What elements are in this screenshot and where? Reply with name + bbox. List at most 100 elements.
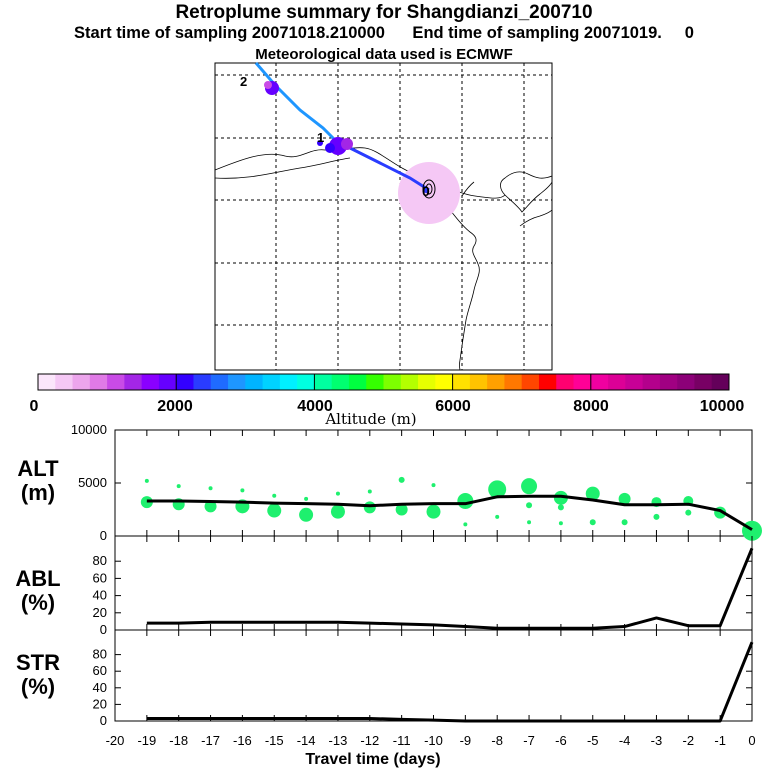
colorbar-swatch — [383, 374, 402, 390]
colorbar-swatch — [694, 374, 713, 390]
colorbar-swatch — [452, 374, 471, 390]
cb-tick-10000: 10000 — [700, 398, 745, 415]
colorbar-tick-labels: 0 2000 4000 6000 8000 10000 Altitude (m) — [30, 398, 745, 428]
y-tick-label: 80 — [93, 553, 107, 568]
cluster-label-1: 1 — [317, 130, 324, 145]
x-tick-label: -11 — [393, 733, 411, 748]
cluster-point — [685, 509, 692, 516]
sampling-time-line: Start time of sampling 20071018.210000 E… — [74, 24, 694, 42]
cluster-point — [240, 488, 245, 493]
y-tick-label: 20 — [93, 696, 107, 711]
cluster-point — [621, 519, 628, 526]
y-tick-label: 0 — [100, 622, 107, 637]
cluster-point — [585, 486, 600, 501]
cluster-point — [208, 486, 213, 491]
cluster-point — [144, 478, 149, 483]
cluster-point — [398, 476, 405, 483]
cluster-markers: 2 1 0 — [240, 74, 436, 199]
colorbar-swatch — [297, 374, 315, 390]
colorbar-swatch — [366, 374, 384, 390]
x-tick-label: -5 — [587, 733, 599, 748]
cluster-point — [557, 504, 564, 511]
cb-tick-8000: 8000 — [573, 398, 609, 415]
colorbar-axis-label: Altitude (m) — [324, 410, 416, 428]
y-tick-label: 40 — [93, 588, 107, 603]
x-tick-label: -6 — [555, 733, 567, 748]
x-tick-label: -19 — [137, 733, 156, 748]
x-tick-label: -20 — [106, 733, 125, 748]
cluster-point — [653, 513, 660, 520]
colorbar-swatch — [487, 374, 505, 390]
cluster-label-0: 0 — [422, 183, 430, 199]
cluster-point — [521, 478, 538, 495]
cb-tick-4000: 4000 — [297, 398, 333, 415]
cluster-point — [395, 503, 408, 516]
cluster-point — [495, 514, 500, 519]
series-line-abl — [146, 547, 754, 630]
cluster-point — [618, 492, 631, 505]
y-tick-label: 40 — [93, 680, 107, 695]
x-tick-label: -14 — [297, 733, 316, 748]
colorbar-swatch — [538, 374, 557, 390]
colorbar-swatch — [469, 374, 488, 390]
cluster-point — [589, 519, 596, 526]
x-tick-label: -15 — [265, 733, 284, 748]
colorbar-swatch — [521, 374, 540, 390]
colorbar-swatch — [38, 374, 56, 390]
cb-tick-6000: 6000 — [435, 398, 471, 415]
cluster-point — [426, 504, 441, 519]
colorbar-swatch — [677, 374, 695, 390]
colorbar-swatch — [176, 374, 194, 390]
colorbar-swatch — [556, 374, 575, 390]
colorbar-swatch — [331, 374, 350, 390]
colorbar-swatch — [228, 374, 246, 390]
colorbar-swatch — [193, 374, 212, 390]
trajectory-map: 2 1 0 — [214, 62, 553, 371]
y-tick-label: 20 — [93, 605, 107, 620]
colorbar-swatch — [210, 374, 229, 390]
coastlines-borders — [214, 147, 553, 371]
cluster-point — [527, 520, 532, 525]
x-tick-label: -4 — [619, 733, 631, 748]
cluster-point — [335, 491, 340, 496]
met-data-line: Meteorological data used is ECMWF — [255, 46, 513, 63]
cluster-point — [204, 500, 217, 513]
colorbar-swatch — [435, 374, 454, 390]
cluster-point — [272, 493, 277, 498]
x-tick-label: -2 — [683, 733, 695, 748]
str-ylabel-line1: STR — [16, 650, 60, 675]
colorbar-swatch — [72, 374, 91, 390]
x-tick-label: -16 — [233, 733, 252, 748]
colorbar-swatch — [89, 374, 108, 390]
cluster-point — [299, 507, 314, 522]
str-ylabel-line2: (%) — [21, 674, 55, 699]
trajectory-path-old — [254, 62, 337, 142]
y-tick-label: 80 — [93, 647, 107, 662]
x-tick-label: -1 — [714, 733, 726, 748]
cluster-2-dot-small — [264, 81, 272, 89]
y-tick-label: 60 — [93, 570, 107, 585]
colorbar-swatch — [245, 374, 264, 390]
x-tick-label: -17 — [201, 733, 220, 748]
colorbar-swatch — [400, 374, 419, 390]
colorbar-swatch — [504, 374, 523, 390]
y-tick-label: 0 — [100, 528, 107, 543]
cluster-0-ellipse — [422, 179, 436, 199]
alt-ylabel-line1: ALT — [17, 456, 59, 481]
chart-title: Retroplume summary for Shangdianzi_20071… — [175, 2, 593, 23]
cb-tick-2000: 2000 — [157, 398, 193, 415]
x-tick-label: -12 — [360, 733, 379, 748]
x-tick-label: -10 — [424, 733, 443, 748]
map-gridlines — [215, 63, 552, 370]
colorbar-swatch — [608, 374, 626, 390]
colorbar-swatch — [279, 374, 298, 390]
str-panel-frame — [114, 629, 753, 722]
cb-tick-0: 0 — [30, 398, 39, 415]
x-tick-label: -18 — [169, 733, 188, 748]
cluster-point — [488, 480, 507, 499]
cluster-point — [558, 521, 563, 526]
cluster-point — [526, 502, 533, 509]
x-tick-label: -13 — [329, 733, 348, 748]
y-tick-label: 0 — [100, 713, 107, 728]
